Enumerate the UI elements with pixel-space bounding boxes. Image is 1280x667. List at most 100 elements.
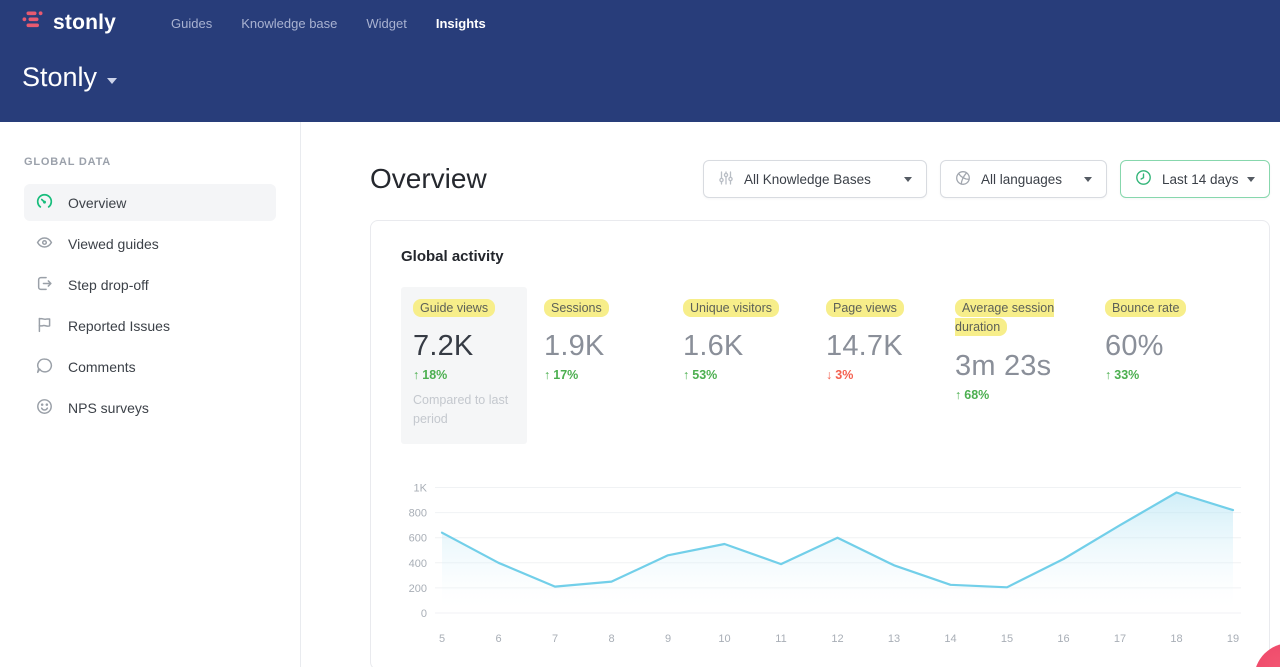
svg-text:10: 10 xyxy=(718,633,730,645)
chevron-down-icon xyxy=(1247,176,1255,182)
comment-icon xyxy=(36,357,53,377)
svg-text:8: 8 xyxy=(608,633,614,645)
sidebar-item-comments[interactable]: Comments xyxy=(24,348,276,385)
metric-label[interactable]: Unique visitors xyxy=(683,299,779,317)
nav-link-knowledge-base[interactable]: Knowledge base xyxy=(241,15,338,31)
clock-icon xyxy=(1135,169,1162,189)
sidebar-section-label: GLOBAL DATA xyxy=(24,156,112,168)
gauge-icon xyxy=(36,193,53,213)
filter-label: All languages xyxy=(981,171,1063,187)
sidebar-item-viewed-guides[interactable]: Viewed guides xyxy=(24,225,276,262)
svg-text:15: 15 xyxy=(1001,633,1013,645)
metrics-row: Guide views 7.2K ↑ 18% Compared to last p… xyxy=(401,287,1239,444)
trend-arrow-icon: ↑ xyxy=(683,368,690,383)
nav-link-widget[interactable]: Widget xyxy=(366,15,407,31)
metric-label[interactable]: Page views xyxy=(826,299,904,317)
metric-avg-session-duration[interactable]: Average session duration 3m 23s ↑ 68% xyxy=(955,287,1105,402)
chevron-down-icon xyxy=(107,77,118,84)
metric-bounce-rate[interactable]: Bounce rate 60% ↑ 33% xyxy=(1105,287,1225,382)
flag-icon xyxy=(36,316,53,336)
sidebar: GLOBAL DATA Overview Viewed guides xyxy=(0,122,301,667)
metric-value: 14.7K xyxy=(826,330,903,363)
stonly-logo-text: stonly xyxy=(53,11,117,34)
metric-note: Compared to last period xyxy=(413,393,509,426)
sidebar-item-label: Step drop-off xyxy=(68,276,149,293)
svg-text:7: 7 xyxy=(552,633,558,645)
metric-value: 60% xyxy=(1105,330,1164,363)
metric-sessions[interactable]: Sessions 1.9K ↑ 17% xyxy=(544,287,683,382)
svg-text:17: 17 xyxy=(1114,633,1126,645)
app-header: stonly Guides Knowledge base Widget Insi… xyxy=(0,0,1280,122)
sidebar-item-overview[interactable]: Overview xyxy=(24,184,276,221)
trend-arrow-icon: ↑ xyxy=(955,387,962,402)
svg-text:0: 0 xyxy=(421,608,427,620)
top-navigation: stonly Guides Knowledge base Widget Insi… xyxy=(22,10,1258,36)
sidebar-item-reported-issues[interactable]: Reported Issues xyxy=(24,307,276,344)
svg-text:14: 14 xyxy=(944,633,956,645)
trend-arrow-icon: ↓ xyxy=(826,368,833,383)
svg-text:11: 11 xyxy=(775,633,786,645)
knowledge-base-filter[interactable]: All Knowledge Bases xyxy=(703,160,927,198)
svg-text:16: 16 xyxy=(1057,633,1069,645)
step-exit-icon xyxy=(36,275,53,295)
trend-arrow-icon: ↑ xyxy=(544,368,551,383)
filters: All Knowledge Bases All languages xyxy=(703,160,1270,198)
chevron-down-icon xyxy=(904,176,912,182)
metric-delta: ↑ 33% xyxy=(1105,368,1140,383)
svg-text:6: 6 xyxy=(495,633,501,645)
filter-label: Last 14 days xyxy=(1162,171,1239,187)
svg-text:18: 18 xyxy=(1170,633,1182,645)
sidebar-item-label: Overview xyxy=(68,194,127,211)
nav-link-guides[interactable]: Guides xyxy=(171,15,213,31)
svg-text:5: 5 xyxy=(439,633,445,645)
nav-link-insights[interactable]: Insights xyxy=(435,15,486,31)
metric-label[interactable]: Bounce rate xyxy=(1105,299,1187,317)
filter-label: All Knowledge Bases xyxy=(744,171,871,187)
card-title: Global activity xyxy=(401,248,504,265)
metric-guide-views[interactable]: Guide views 7.2K ↑ 18% Compared to last p… xyxy=(401,287,527,444)
svg-text:9: 9 xyxy=(665,633,671,645)
svg-text:400: 400 xyxy=(409,557,427,569)
sidebar-item-step-drop-off[interactable]: Step drop-off xyxy=(24,266,276,303)
globe-icon xyxy=(955,170,981,189)
sidebar-item-label: Comments xyxy=(68,358,136,375)
svg-text:800: 800 xyxy=(409,507,427,519)
language-filter[interactable]: All languages xyxy=(940,160,1107,198)
stonly-logo-icon xyxy=(22,10,46,37)
chart-canvas: 0 200 400 600 800 1K 5 6 7 8 9 10 11 12 13 14 15 16 17 18 1… xyxy=(409,482,1241,645)
page-title: Overview xyxy=(370,163,487,194)
smiley-icon xyxy=(36,398,53,418)
metric-unique-visitors[interactable]: Unique visitors 1.6K ↑ 53% xyxy=(683,287,826,382)
trend-arrow-icon: ↑ xyxy=(1105,368,1112,383)
svg-text:600: 600 xyxy=(409,532,427,544)
svg-text:19: 19 xyxy=(1227,633,1239,645)
metric-delta: ↑ 68% xyxy=(955,387,990,402)
date-range-filter[interactable]: Last 14 days xyxy=(1120,160,1270,198)
metric-delta: ↓ 3% xyxy=(826,368,854,383)
metric-page-views[interactable]: Page views 14.7K ↓ 3% xyxy=(826,287,955,382)
stonly-logo[interactable]: stonly xyxy=(22,10,116,37)
sliders-icon xyxy=(718,170,744,189)
metric-label[interactable]: Guide views xyxy=(413,299,496,317)
sidebar-item-label: Reported Issues xyxy=(68,317,170,334)
trend-arrow-icon: ↑ xyxy=(413,368,420,383)
sidebar-item-label: NPS surveys xyxy=(68,399,149,416)
chevron-down-icon xyxy=(1084,176,1092,182)
eye-icon xyxy=(36,234,53,254)
svg-text:200: 200 xyxy=(409,583,427,595)
svg-text:1K: 1K xyxy=(414,482,428,494)
metric-label[interactable]: Average session duration xyxy=(955,299,1055,337)
activity-area-chart[interactable]: 0 200 400 600 800 1K 5 6 7 8 9 10 11 12 13 14 15 16 17 18 1… xyxy=(401,474,1241,649)
metric-value: 1.9K xyxy=(544,330,605,363)
metric-value: 1.6K xyxy=(683,330,744,363)
global-activity-card: Global activity Guide views 7.2K ↑ 18% Co… xyxy=(370,220,1270,667)
metric-label[interactable]: Sessions xyxy=(544,299,609,317)
main-content: Overview All Knowledge Bases xyxy=(301,122,1280,667)
sidebar-item-nps-surveys[interactable]: NPS surveys xyxy=(24,389,276,426)
workspace-name: Stonly xyxy=(22,62,98,92)
metric-value: 7.2K xyxy=(413,330,474,363)
workspace-selector[interactable]: Stonly xyxy=(22,62,1258,93)
svg-text:12: 12 xyxy=(831,633,843,645)
svg-text:13: 13 xyxy=(888,633,900,645)
metric-value: 3m 23s xyxy=(955,349,1052,382)
